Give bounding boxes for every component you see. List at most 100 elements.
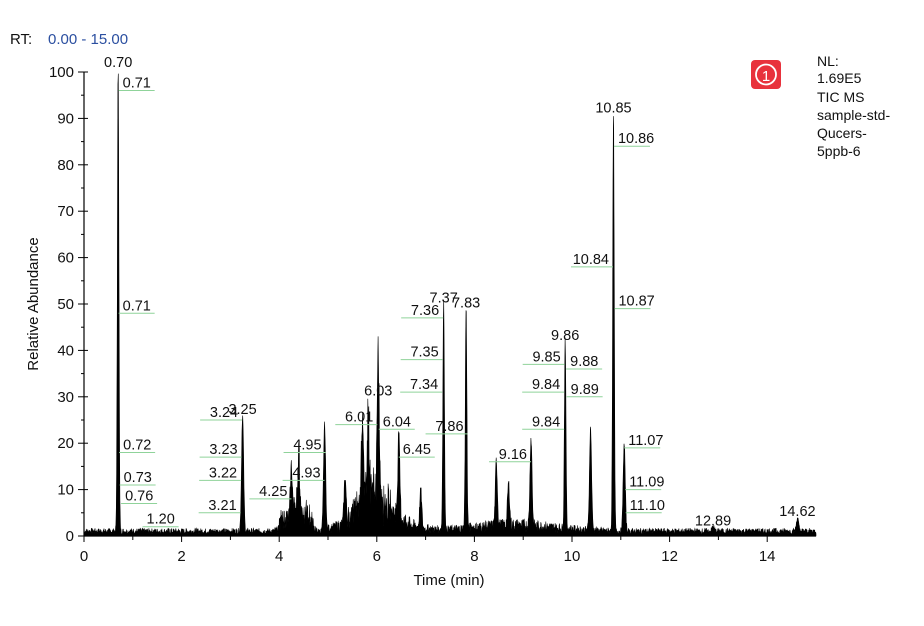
peak-label: 11.10 — [630, 498, 665, 514]
y-tick-label: 100 — [49, 64, 74, 81]
peak-label: 9.16 — [499, 447, 527, 463]
info-line-nl: NL: — [817, 53, 839, 69]
peak-label-group: 6.45 — [398, 442, 435, 458]
peak-label: 6.01 — [345, 410, 373, 426]
peak-label: 7.34 — [410, 377, 438, 393]
peak-label-group: 11.10 — [625, 498, 665, 514]
info-line-nl-value: 1.69E5 — [817, 70, 862, 86]
peak-annotations: 0.70 0.71 0.71 0.72 0.73 0.76 1.20 3.243.25 3.23… — [104, 55, 816, 529]
peak-label: 7.35 — [410, 345, 438, 361]
rt-range: 0.00 - 15.00 — [48, 31, 128, 48]
peak-label: 3.25 — [228, 402, 256, 418]
peak-label: 4.93 — [292, 465, 320, 481]
y-tick-label: 10 — [57, 482, 74, 499]
peak-label-group: 11.07 — [624, 433, 663, 449]
series-trace — [83, 73, 817, 537]
badge-number: 1 — [762, 68, 770, 85]
peak-label-group: 11.09 — [625, 475, 664, 491]
peak-label-group: 3.21 — [198, 498, 241, 514]
peak-label-group: 0.73 — [119, 470, 156, 486]
peak-label: 6.04 — [383, 414, 411, 430]
peak-label: 0.76 — [125, 489, 153, 505]
peak-label-group: 4.95 — [283, 437, 326, 453]
peak-label: 11.07 — [628, 433, 663, 449]
step-badge: 1 — [751, 60, 781, 89]
peak-label-group: 3.22 — [199, 465, 242, 481]
peak-label-group: 0.71 — [118, 76, 155, 92]
y-tick-label: 40 — [57, 342, 74, 359]
peak-label-group: 7.83 — [452, 295, 480, 311]
peak-label: 9.84 — [532, 377, 560, 393]
x-tick-label: 8 — [470, 548, 478, 565]
peak-label: 4.25 — [259, 484, 287, 500]
peak-label: 3.22 — [209, 465, 237, 481]
peak-label-group: 3.25 — [228, 402, 256, 418]
x-tick-label: 12 — [661, 548, 678, 565]
peak-label: 9.88 — [570, 354, 598, 370]
peak-label: 9.86 — [551, 328, 579, 344]
y-tick-label: 60 — [57, 250, 74, 267]
peak-label: 7.83 — [452, 295, 480, 311]
peak-label: 0.71 — [123, 298, 151, 314]
peak-label-group: 1.20 — [142, 512, 179, 528]
badge-ring — [755, 63, 777, 86]
x-tick-label: 6 — [373, 548, 381, 565]
y-ticks: 0 10 20 30 40 50 60 70 80 90 100 — [49, 64, 88, 545]
peak-label-group: 7.36 — [401, 303, 444, 319]
x-tick-label: 10 — [564, 548, 581, 565]
peak-label: 3.24 — [210, 405, 238, 421]
peak-label-group: 4.93 — [282, 465, 325, 481]
peak-label: 7.86 — [435, 419, 463, 435]
y-tick-label: 20 — [57, 435, 74, 452]
peak-label: 1.20 — [147, 512, 175, 528]
peak-label-group: 6.04 — [378, 414, 415, 430]
x-tick-label: 14 — [759, 548, 776, 565]
peak-label-group: 9.84 — [522, 414, 565, 430]
peak-label-group: 9.16 — [489, 447, 532, 463]
peak-label: 12.89 — [695, 513, 731, 529]
peak-label-group: 10.87 — [614, 294, 655, 310]
peak-label-group: 3.24 — [200, 405, 243, 421]
series-line — [83, 73, 817, 537]
peak-label-group: 10.85 — [595, 100, 631, 116]
peak-label: 4.95 — [293, 437, 321, 453]
peak-label: 0.70 — [104, 55, 132, 71]
peak-label: 10.84 — [573, 252, 609, 268]
peak-label-group: 4.25 — [249, 484, 292, 500]
peak-label-group: 12.89 — [695, 513, 731, 529]
peak-label: 9.89 — [571, 382, 599, 398]
peak-label-group: 0.71 — [118, 298, 155, 314]
peak-label: 6.03 — [364, 383, 392, 399]
info-line-scan: TIC MS — [817, 89, 864, 105]
info-line-sample-3: 5ppb-6 — [817, 143, 861, 159]
peak-label-group: 7.35 — [400, 345, 443, 361]
peak-label-group: 0.70 — [104, 55, 132, 71]
peak-label-group: 9.85 — [522, 349, 565, 365]
y-axis-title: Relative Abundance — [25, 237, 42, 370]
peak-label: 3.23 — [209, 442, 237, 458]
peak-label-group: 7.37 — [430, 291, 458, 307]
info-line-sample-1: sample-std- — [817, 107, 890, 123]
peak-label-group: 9.84 — [522, 377, 565, 393]
peak-label-group: 7.86 — [425, 419, 468, 435]
peak-label-group: 6.03 — [364, 383, 392, 399]
peak-label: 9.85 — [532, 349, 560, 365]
peak-label-group: 10.84 — [570, 252, 613, 268]
info-line-sample-2: Qucers- — [817, 125, 867, 141]
peak-label-group: 9.89 — [566, 382, 603, 398]
peak-label: 3.21 — [208, 498, 236, 514]
peak-label: 10.86 — [618, 131, 654, 147]
peak-label: 6.45 — [403, 442, 431, 458]
peak-label: 9.84 — [532, 414, 560, 430]
peak-label-group: 3.23 — [199, 442, 242, 458]
y-tick-label: 90 — [57, 110, 74, 127]
peak-label: 0.73 — [124, 470, 152, 486]
y-tick-label: 50 — [57, 296, 74, 313]
x-axis-title: Time (min) — [413, 572, 484, 589]
peak-label-group: 7.34 — [400, 377, 443, 393]
x-ticks: 0 2 4 6 8 10 12 14 — [80, 536, 776, 565]
peak-label-group: 10.86 — [613, 131, 654, 147]
info-block: NL: 1.69E5 TIC MS sample-std- Qucers- 5p… — [817, 53, 890, 159]
y-tick-label: 70 — [57, 203, 74, 220]
peak-label: 10.85 — [595, 100, 631, 116]
